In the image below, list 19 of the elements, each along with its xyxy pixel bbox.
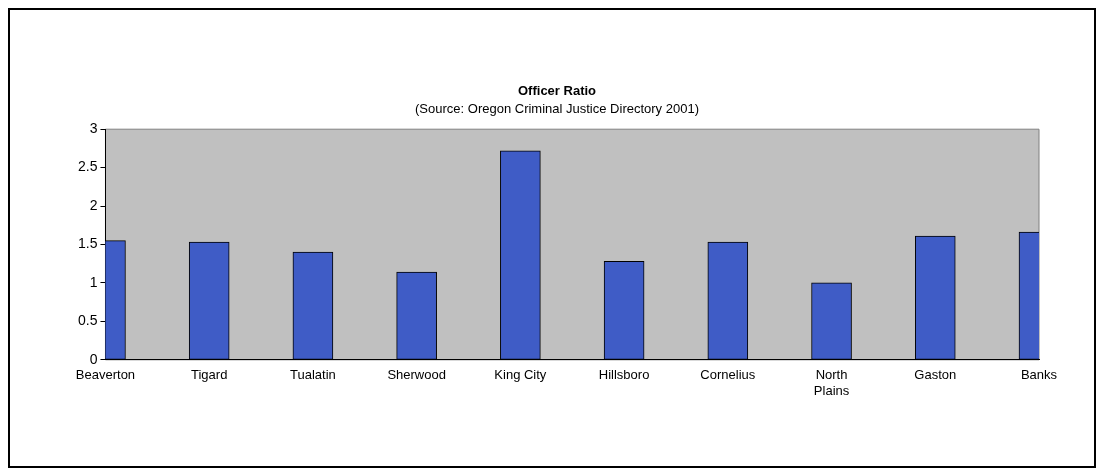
- x-tick-label: Sherwood: [387, 367, 446, 383]
- x-tick-label: Tigard: [191, 367, 228, 383]
- chart-title: Officer Ratio: [517, 83, 597, 99]
- y-tick-label: 1.5: [77, 235, 98, 252]
- y-tick-label: 1: [89, 273, 98, 290]
- x-tick-label: Gaston: [914, 367, 957, 383]
- x-tick-label: Banks: [1020, 367, 1058, 383]
- x-tick-label: Tualatin: [290, 367, 336, 383]
- chart-subtitle: (Source: Oregon Criminal Justice Directory 2001): [415, 100, 699, 116]
- y-tick-label: 2.5: [77, 158, 98, 175]
- x-tick-label: North Plains: [813, 367, 850, 398]
- y-tick-label: 3: [89, 120, 98, 137]
- x-tick-label: Beaverton: [75, 367, 136, 383]
- x-tick-label: King City: [494, 367, 547, 383]
- y-tick-label: 0.5: [77, 312, 98, 329]
- y-tick-label: 2: [89, 196, 98, 213]
- y-tick-label: 0: [89, 350, 98, 367]
- x-tick-label: Cornelius: [700, 367, 756, 383]
- x-tick-label: Hillsboro: [598, 367, 650, 383]
